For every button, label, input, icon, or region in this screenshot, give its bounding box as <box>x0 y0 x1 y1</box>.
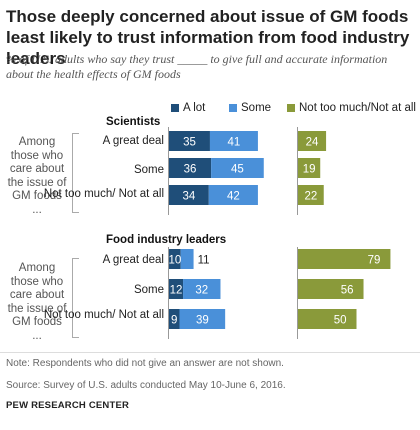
bar-some-p1-r2 <box>211 158 264 178</box>
label-not-too-much-p2-r3: 50 <box>334 315 347 327</box>
footnote: Note: Respondents who did not give an an… <box>6 358 284 369</box>
bar-some-p1-r3 <box>208 185 258 205</box>
row-label-p2-r1: A great deal <box>102 254 164 266</box>
bar-not-too-much-p2-r3 <box>298 309 357 329</box>
legend-swatch-a-lot <box>171 104 179 112</box>
footer-divider <box>0 352 420 353</box>
row-label-p2-r2: Some <box>133 284 164 296</box>
label-a-lot-p1-r2: 36 <box>184 164 197 176</box>
source-note: Source: Survey of U.S. adults conducted … <box>6 380 286 391</box>
label-a-lot-p2-r2: 12 <box>170 285 183 297</box>
legend-item-some: Some <box>229 102 271 114</box>
chart-subtitle: % of U.S. adults who say they trust ____… <box>6 52 388 81</box>
bar-not-too-much-p2-r1 <box>298 249 391 269</box>
bar-some-p2-r3 <box>179 309 226 329</box>
row-label-p1-r3: Not too much/ Not at all <box>43 188 164 200</box>
panel-title-food-industry: Food industry leaders <box>106 234 227 246</box>
group-label-1: Among those who care about the issue of … <box>7 136 67 216</box>
bar-not-too-much-p1-r1 <box>298 131 327 151</box>
group-bracket-2 <box>72 258 79 338</box>
label-a-lot-p1-r1: 35 <box>183 137 196 149</box>
row-label-p2-r3: Not too much/ Not at all <box>43 309 164 321</box>
label-a-lot-p2-r1: 10 <box>168 255 181 267</box>
label-a-lot-p2-r3: 9 <box>171 315 177 327</box>
bar-a-lot-p2-r1 <box>169 249 181 269</box>
bar-not-too-much-p2-r2 <box>298 279 364 299</box>
group-bracket-1 <box>72 133 79 213</box>
legend-label-not-too-much: Not too much/Not at all <box>299 102 416 114</box>
label-not-too-much-p1-r1: 24 <box>306 137 319 149</box>
label-not-too-much-p1-r2: 19 <box>303 164 316 176</box>
legend-item-not-too-much: Not too much/Not at all <box>287 102 416 114</box>
label-some-p2-r2: 32 <box>195 285 208 297</box>
bar-not-too-much-p1-r3 <box>298 185 324 205</box>
bar-a-lot-p1-r3 <box>169 185 209 205</box>
bar-not-too-much-p1-r2 <box>298 158 321 178</box>
axis-line-left-p2 <box>168 247 169 339</box>
bar-a-lot-p2-r2 <box>169 279 184 299</box>
legend-swatch-some <box>229 104 237 112</box>
axis-line-left-p1 <box>168 127 169 215</box>
chart-title: Those deeply concerned about issue of GM… <box>6 7 410 68</box>
axis-line-right-p1 <box>297 127 298 215</box>
label-some-p1-r3: 42 <box>227 191 240 203</box>
label-not-too-much-p2-r2: 56 <box>341 285 354 297</box>
bar-a-lot-p1-r1 <box>169 131 210 151</box>
row-label-p1-r1: A great deal <box>102 135 164 147</box>
brand-logo-text: PEW RESEARCH CENTER <box>6 400 130 411</box>
label-not-too-much-p1-r3: 22 <box>304 191 317 203</box>
label-some-p2-r1: 11 <box>198 255 210 267</box>
legend-label-some: Some <box>241 102 272 114</box>
row-label-p1-r2: Some <box>133 164 164 176</box>
bar-some-p2-r1 <box>180 249 194 269</box>
label-a-lot-p1-r3: 34 <box>182 191 195 203</box>
label-not-too-much-p2-r1: 79 <box>368 255 381 267</box>
legend-item-a-lot: A lot <box>171 102 205 114</box>
bar-some-p2-r2 <box>183 279 221 299</box>
label-some-p1-r1: 41 <box>228 137 241 149</box>
bar-a-lot-p2-r3 <box>169 309 180 329</box>
group-label-2: Among those who care about the issue of … <box>7 262 67 342</box>
bar-some-p1-r1 <box>209 131 258 151</box>
legend-label-a-lot: A lot <box>183 102 206 114</box>
legend-swatch-not-too-much <box>287 104 295 112</box>
label-some-p2-r3: 39 <box>196 315 209 327</box>
axis-line-right-p2 <box>297 247 298 339</box>
bar-a-lot-p1-r2 <box>169 158 212 178</box>
panel-title-scientists: Scientists <box>106 116 161 128</box>
label-some-p1-r2: 45 <box>231 164 244 176</box>
